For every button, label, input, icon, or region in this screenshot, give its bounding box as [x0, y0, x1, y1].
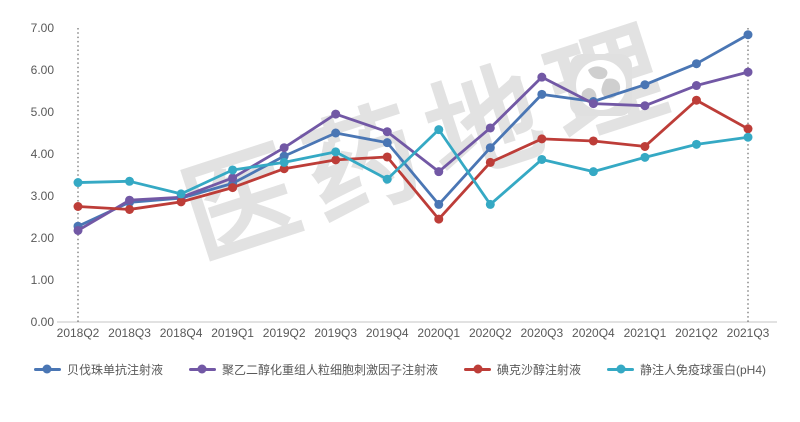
x-axis-label: 2018Q3	[108, 326, 151, 340]
data-point	[743, 30, 753, 40]
data-point	[640, 141, 650, 151]
data-point	[331, 128, 341, 138]
data-point	[537, 89, 547, 99]
legend-dot-icon	[197, 364, 207, 374]
x-axis-label: 2019Q3	[314, 326, 357, 340]
chart-legend: 贝伐珠单抗注射液 聚乙二醇化重组人粒细胞刺激因子注射液 碘克沙醇注射液 静注人免疫球蛋…	[0, 358, 800, 380]
x-axis-label: 2018Q2	[57, 326, 100, 340]
data-point	[743, 124, 753, 134]
data-point	[485, 157, 495, 167]
x-axis-label: 2021Q3	[727, 326, 770, 340]
data-point	[125, 195, 135, 205]
data-point	[73, 225, 83, 235]
data-point	[640, 101, 650, 111]
legend-marker-icon	[33, 364, 61, 374]
data-point	[279, 157, 289, 167]
data-point	[279, 164, 289, 174]
x-axis-label: 2021Q2	[675, 326, 718, 340]
x-axis-label: 2020Q4	[572, 326, 615, 340]
data-point	[537, 72, 547, 82]
x-axis-label: 2020Q1	[417, 326, 460, 340]
data-point	[434, 214, 444, 224]
data-point	[73, 178, 83, 188]
y-axis-label: 4.00	[31, 147, 55, 161]
data-point	[537, 134, 547, 144]
data-point	[588, 136, 598, 146]
data-point	[434, 199, 444, 209]
series-line-3	[76, 128, 750, 206]
data-point	[640, 80, 650, 90]
data-point	[228, 183, 238, 193]
data-point	[279, 151, 289, 161]
data-point	[691, 59, 701, 69]
data-point	[434, 167, 444, 177]
series-line-2	[76, 98, 750, 221]
y-axis-label: 2.00	[31, 231, 55, 245]
y-axis-label: 3.00	[31, 189, 55, 203]
x-axis-label: 2020Q3	[520, 326, 563, 340]
legend-marker-icon	[188, 364, 216, 374]
data-point	[125, 204, 135, 214]
legend-marker-icon	[607, 364, 635, 374]
series-line-0	[76, 33, 750, 228]
data-point	[228, 165, 238, 175]
data-point	[279, 143, 289, 153]
data-point	[228, 173, 238, 183]
legend-label: 碘克沙醇注射液	[497, 362, 582, 377]
data-point	[73, 202, 83, 211]
y-axis-label: 6.00	[31, 63, 55, 77]
data-point	[382, 152, 392, 162]
legend-dot-icon	[616, 364, 626, 374]
legend-dot-icon	[42, 364, 52, 374]
legend-label: 聚乙二醇化重组人粒细胞刺激因子注射液	[221, 362, 438, 377]
data-point	[588, 167, 598, 177]
y-axis-label: 7.00	[31, 21, 55, 35]
data-point	[588, 99, 598, 109]
x-axis-label: 2021Q1	[624, 326, 667, 340]
data-point	[691, 81, 701, 91]
x-axis-label: 2019Q1	[211, 326, 254, 340]
legend-dot-icon	[473, 364, 482, 374]
data-point	[434, 125, 444, 135]
data-point	[743, 67, 753, 77]
x-axis-label: 2018Q4	[160, 326, 203, 340]
data-point	[331, 109, 341, 119]
data-point	[176, 189, 186, 199]
x-axis-label: 2020Q2	[469, 326, 512, 340]
y-axis-label: 0.00	[31, 315, 55, 329]
data-point	[382, 127, 392, 137]
legend-item: 贝伐珠单抗注射液	[33, 361, 163, 378]
legend-label: 贝伐珠单抗注射液	[66, 362, 163, 377]
data-point	[331, 155, 341, 165]
legend-item: 碘克沙醇注射液	[464, 361, 581, 378]
data-point	[537, 154, 547, 164]
y-axis-label: 5.00	[31, 105, 55, 119]
data-point	[640, 152, 650, 162]
x-axis-label: 2019Q4	[366, 326, 409, 340]
x-axis-label: 2019Q2	[263, 326, 306, 340]
legend-item: 聚乙二醇化重组人粒细胞刺激因子注射液	[188, 361, 438, 378]
data-point	[743, 132, 753, 142]
data-point	[485, 143, 495, 153]
data-point	[485, 199, 495, 209]
data-point	[691, 95, 701, 105]
series-line-1	[76, 70, 750, 232]
data-point	[331, 147, 341, 157]
y-axis-label: 1.00	[31, 273, 55, 287]
data-point	[125, 176, 135, 186]
legend-marker-icon	[464, 364, 491, 374]
data-point	[382, 174, 392, 184]
data-point	[176, 197, 186, 207]
legend-item: 静注人免疫球蛋白(pH4)	[607, 361, 766, 378]
legend-label: 静注人免疫球蛋白(pH4)	[640, 362, 767, 377]
data-point	[485, 123, 495, 133]
data-point	[691, 139, 701, 149]
data-point	[382, 138, 392, 148]
